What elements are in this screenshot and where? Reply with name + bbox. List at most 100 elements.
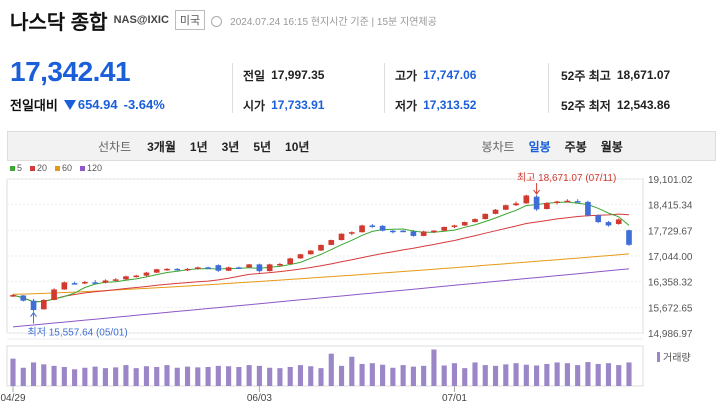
price-change: 전일대비 654.94 -3.64% xyxy=(10,95,165,114)
tab-weekly[interactable]: 주봉 xyxy=(564,139,587,154)
volume-bar xyxy=(380,364,386,386)
y-tick-label: 19,101.02 xyxy=(648,175,693,186)
y-tick-label: 17,729.67 xyxy=(648,226,693,237)
stats-col-3: 52주 최고 18,671.07 52주 최저 12,543.86 xyxy=(561,60,670,120)
open-value: 17,733.91 xyxy=(271,98,325,112)
candle-body xyxy=(307,250,314,255)
candle-body xyxy=(554,201,560,203)
candle-body xyxy=(461,222,468,226)
candle-body xyxy=(544,202,550,209)
candle-body xyxy=(51,289,57,300)
tab-10y[interactable]: 10년 xyxy=(285,139,310,154)
volume-bar xyxy=(287,367,293,386)
low-label: 저가 xyxy=(395,98,418,113)
volume-bar xyxy=(431,349,437,386)
volume-bar xyxy=(215,365,221,386)
candle-body xyxy=(30,300,37,311)
volume-bar xyxy=(472,362,478,386)
candle-body xyxy=(143,272,150,276)
volume-bar xyxy=(267,367,273,386)
candle-body xyxy=(184,268,191,271)
candle-body xyxy=(10,295,16,297)
x-tick-label: 06/03 xyxy=(247,393,272,404)
candle-body xyxy=(71,283,78,285)
tab-monthly[interactable]: 월봉 xyxy=(600,139,623,154)
candle-body xyxy=(431,230,437,233)
divider xyxy=(548,63,549,113)
candle-body xyxy=(61,282,68,290)
volume-bar xyxy=(523,364,529,386)
volume-bar xyxy=(554,362,560,386)
volume-bar xyxy=(369,363,375,386)
volume-bar xyxy=(123,365,129,386)
down-triangle-icon xyxy=(63,99,76,110)
candle-body xyxy=(205,267,211,269)
candle-body xyxy=(236,267,242,269)
volume-bar xyxy=(72,369,78,386)
current-price: 17,342.41 xyxy=(10,56,131,88)
high-value: 17,747.06 xyxy=(423,68,477,82)
volume-bar xyxy=(585,362,591,386)
volume-bar xyxy=(92,366,98,386)
volume-bar xyxy=(41,364,47,386)
candle-body xyxy=(40,299,47,310)
candle-body xyxy=(420,231,427,236)
candlestick-chart: 19,101.02 18,415.34 17,729.67 17,044.00 16,3… xyxy=(0,172,693,404)
y-tick-label: 16,358.32 xyxy=(648,278,693,289)
candle-body xyxy=(328,240,335,245)
volume-bar xyxy=(30,362,37,386)
low-annotation: 최저 15,557.64 (05/01) xyxy=(28,327,128,339)
chart-tabs: 선차트 3개월 1년 3년 5년 10년 봉차트 일봉 주봉 월봉 xyxy=(7,131,716,161)
volume-bar xyxy=(595,363,601,386)
candle-body xyxy=(246,264,252,268)
volume-bar xyxy=(318,368,324,386)
volume-bar xyxy=(10,358,16,386)
tab-3y[interactable]: 3년 xyxy=(221,139,240,154)
low-value: 17,313.52 xyxy=(423,98,477,112)
volume-bar xyxy=(154,367,160,386)
prev-close-value: 17,997.35 xyxy=(271,68,325,82)
low52-value: 12,543.86 xyxy=(616,98,671,112)
volume-bar xyxy=(51,365,57,386)
low-marker-arrowhead xyxy=(30,311,37,317)
index-title: 나스닥 종합 xyxy=(10,11,108,34)
low52-label: 52주 최저 xyxy=(561,98,611,113)
volume-bar xyxy=(143,366,150,386)
high-label: 고가 xyxy=(395,68,418,83)
tab-3m[interactable]: 3개월 xyxy=(147,139,176,154)
ma60-line xyxy=(12,253,630,295)
candle-body xyxy=(369,225,376,227)
candle-body xyxy=(513,203,519,206)
change-value: 654.94 xyxy=(77,97,118,112)
candle-body xyxy=(615,219,622,224)
candle-body xyxy=(359,225,365,233)
candle-body xyxy=(287,258,294,265)
x-tick-label: 07/01 xyxy=(442,393,467,404)
candle-body xyxy=(595,215,602,223)
volume-bar xyxy=(61,367,67,386)
page-header: 나스닥 종합 NAS@IXIC 미국 2024.07.24 16:15 현지시간… xyxy=(10,6,711,34)
candle-body xyxy=(82,281,88,284)
high-annotation: 최고 18,671.07 (07/11) xyxy=(517,172,616,184)
candle-body xyxy=(112,279,119,281)
volume-frame xyxy=(6,345,644,387)
stats-col-1: 전일 17,997.35 시가 17,733.91 xyxy=(243,60,324,120)
volume-bar xyxy=(544,363,550,386)
ma5-line xyxy=(12,201,630,303)
candle-body xyxy=(102,280,109,283)
tab-daily[interactable]: 일봉 xyxy=(528,139,551,154)
volume-bar xyxy=(605,363,612,386)
candle-body xyxy=(626,230,632,245)
tab-1y[interactable]: 1년 xyxy=(189,139,208,154)
volume-bar xyxy=(462,368,468,386)
volume-bar xyxy=(349,356,355,386)
candle-body xyxy=(441,226,448,231)
candle-body xyxy=(92,282,98,284)
candle-body xyxy=(194,267,201,269)
volume-bar xyxy=(564,363,570,386)
tab-5y[interactable]: 5년 xyxy=(253,139,272,154)
divider xyxy=(232,63,233,113)
volume-bar xyxy=(492,365,499,386)
candle-body xyxy=(585,201,591,216)
volume-bar xyxy=(616,365,622,386)
